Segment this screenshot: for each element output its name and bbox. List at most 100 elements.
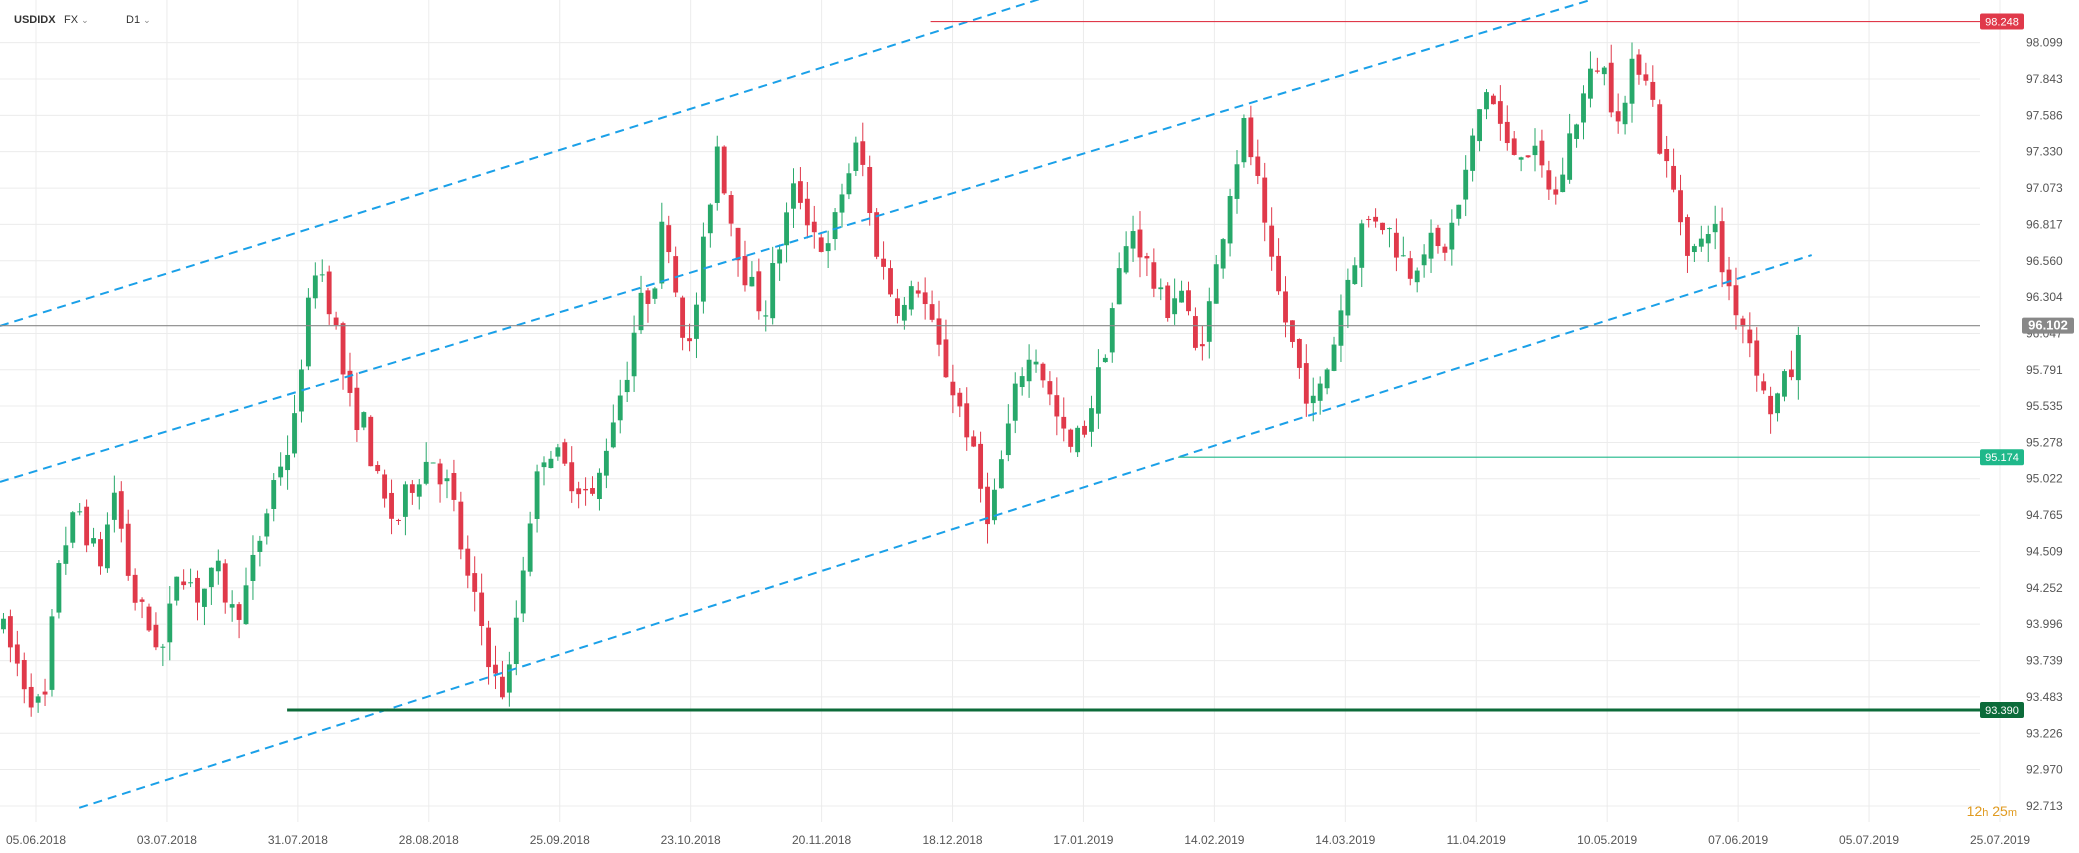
candle-down — [42, 691, 48, 695]
candle-up — [513, 617, 519, 665]
candle-up — [35, 696, 41, 703]
price-tag-text: 96.102 — [2028, 318, 2068, 333]
candle-up — [652, 288, 658, 299]
candle-up — [784, 212, 789, 246]
candle-up — [770, 262, 776, 319]
y-tick-label: 94.252 — [2026, 581, 2063, 595]
candle-up — [1, 618, 6, 630]
candle-up — [402, 484, 408, 517]
symbol-label[interactable]: USDIDX — [14, 14, 56, 26]
candle-up — [444, 478, 450, 482]
candle-up — [1089, 408, 1094, 432]
candle-down — [735, 227, 741, 261]
y-tick-label: 97.586 — [2026, 108, 2063, 122]
x-tick-label: 28.08.2018 — [399, 833, 459, 847]
market-label[interactable]: FX ⌄ — [64, 14, 89, 26]
candle-down — [1678, 190, 1683, 223]
candle-down — [1719, 221, 1725, 273]
y-tick-label: 93.996 — [2026, 617, 2063, 631]
support-mid-label: 95.174 — [1980, 449, 2024, 466]
candle-down — [125, 523, 131, 576]
candle-up — [839, 194, 845, 213]
candle-down — [1490, 95, 1496, 105]
candle-up — [1629, 58, 1635, 104]
candle-up — [1012, 383, 1018, 421]
candle-up — [160, 646, 166, 648]
x-tick-label: 14.03.2019 — [1315, 833, 1375, 847]
candle-down — [943, 339, 949, 378]
candle-down — [1768, 395, 1774, 415]
candle-up — [1518, 157, 1524, 160]
candle-down — [1290, 320, 1295, 342]
candle-up — [1484, 92, 1489, 110]
candle-down — [1497, 101, 1503, 124]
candle-down — [971, 436, 977, 447]
candle-up — [70, 512, 76, 543]
candle-up — [527, 523, 533, 572]
candle-down — [895, 298, 900, 316]
candle-up — [694, 304, 699, 339]
current-price-label: 96.102 — [2022, 317, 2074, 334]
candle-up — [1795, 334, 1801, 381]
candle-up — [430, 462, 436, 464]
price-tag-bg — [1980, 13, 2024, 30]
candle-down — [1082, 425, 1087, 435]
candle-up — [763, 315, 769, 317]
resistance-label: 98.248 — [1980, 13, 2024, 30]
candle-up — [1213, 264, 1219, 304]
interval-label[interactable]: D1 ⌄ — [126, 14, 151, 26]
candle-up — [292, 413, 297, 454]
candle-up — [423, 461, 429, 484]
candle-down — [915, 290, 921, 294]
candle-up — [1220, 239, 1226, 269]
candle-down — [1636, 54, 1642, 75]
candle-down — [1594, 70, 1600, 72]
candle-up — [832, 212, 838, 240]
candle-up — [1567, 133, 1573, 180]
candle-down — [1047, 381, 1053, 395]
candle-down — [1366, 219, 1372, 221]
candle-up — [319, 274, 325, 276]
candle-down — [576, 488, 582, 495]
timer-h-unit: h — [1982, 807, 1989, 819]
candle-down — [950, 381, 956, 396]
x-tick-label: 20.11.2018 — [792, 833, 851, 847]
candle-down — [181, 581, 187, 586]
candle-down — [437, 463, 443, 485]
candle-up — [202, 588, 207, 607]
candle-up — [285, 454, 291, 471]
candle-down — [1255, 156, 1261, 176]
candle-down — [458, 501, 464, 550]
candle-up — [1206, 301, 1212, 342]
interval-text: D1 — [126, 14, 141, 26]
interval-dropdown-icon[interactable]: ⌄ — [143, 15, 151, 25]
candle-down — [1650, 81, 1656, 100]
candle-up — [846, 173, 852, 195]
candle-down — [84, 506, 90, 546]
candle-down — [811, 221, 817, 233]
y-tick-label: 98.099 — [2026, 36, 2063, 50]
candle-up — [1109, 308, 1115, 353]
candle-up — [1449, 222, 1455, 250]
candle-down — [21, 659, 27, 690]
candle-down — [1192, 316, 1198, 348]
candle-down — [132, 574, 138, 603]
y-tick-label: 97.330 — [2026, 145, 2063, 159]
candle-down — [1296, 339, 1302, 368]
candle-down — [396, 519, 401, 521]
candle-up — [1102, 357, 1108, 363]
market-text: FX — [64, 14, 79, 26]
candle-down — [562, 442, 568, 464]
candle-down — [1671, 165, 1677, 190]
candle-down — [146, 606, 152, 631]
candle-down — [1442, 246, 1448, 253]
candle-down — [1276, 255, 1282, 292]
market-dropdown-icon[interactable]: ⌄ — [81, 15, 89, 25]
candle-down — [1685, 217, 1690, 256]
candle-up — [1400, 255, 1406, 257]
candle-down — [326, 271, 332, 315]
candle-up — [229, 604, 235, 608]
candle-up — [167, 603, 173, 643]
candle-up — [1075, 427, 1081, 453]
